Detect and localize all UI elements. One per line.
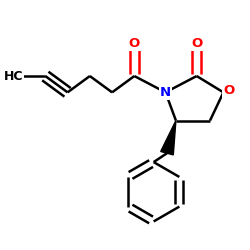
Text: O: O: [191, 37, 202, 50]
Text: N: N: [160, 86, 171, 99]
Text: O: O: [129, 37, 140, 50]
Polygon shape: [161, 120, 176, 155]
Text: O: O: [223, 84, 234, 97]
Text: HC: HC: [4, 70, 23, 82]
